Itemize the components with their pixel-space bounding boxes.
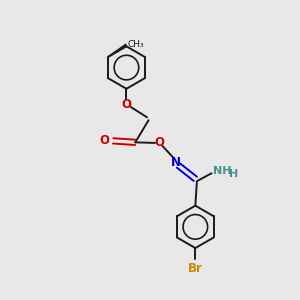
Text: O: O [154, 136, 164, 149]
Text: Br: Br [188, 262, 203, 275]
Text: H: H [229, 169, 239, 179]
Text: O: O [100, 134, 110, 147]
Text: NH: NH [213, 166, 232, 176]
Text: N: N [171, 156, 181, 169]
Text: O: O [122, 98, 131, 111]
Text: CH₃: CH₃ [128, 40, 144, 49]
